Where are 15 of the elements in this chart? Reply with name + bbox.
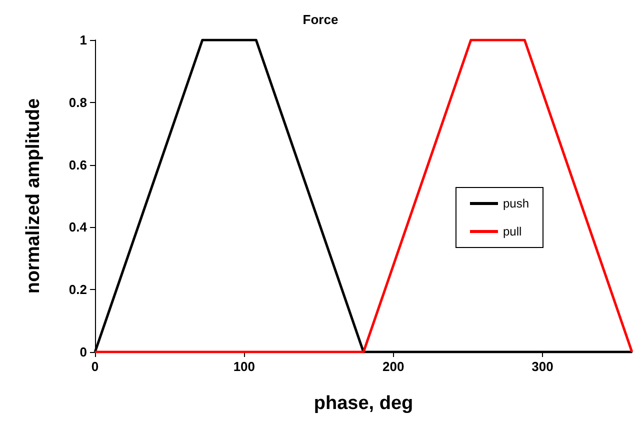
x-tick-label: 300: [532, 359, 554, 374]
y-tick-label: 0: [80, 344, 87, 360]
x-tick-label: 200: [382, 359, 404, 374]
y-axis-title: normalized amplitude: [23, 98, 44, 294]
y-tick-label: 0.2: [68, 282, 87, 298]
y-tick-label: 1: [80, 32, 87, 48]
legend-label: pull: [502, 224, 522, 238]
legend-label: push: [502, 196, 530, 210]
x-tick-label: 0: [91, 359, 99, 374]
y-tick-label: 0.4: [68, 220, 88, 235]
y-tick-label: 0.6: [68, 157, 87, 172]
y-tick-label: 0.8: [68, 94, 87, 110]
x-tick-label: 100: [233, 359, 256, 374]
x-axis-title: phase, deg: [314, 393, 414, 414]
chart-title: Force: [302, 12, 338, 27]
